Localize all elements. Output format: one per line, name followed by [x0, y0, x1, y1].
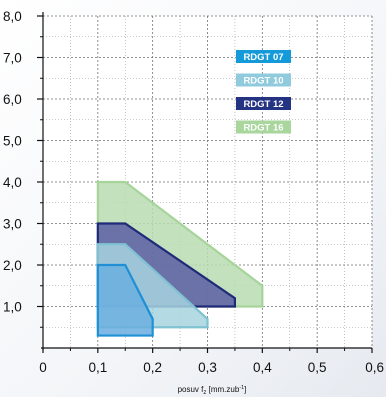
x-tick-label: 0,2	[143, 360, 162, 375]
y-tick-label: 1,0	[3, 300, 22, 315]
legend-label: RDGT 07	[243, 52, 283, 63]
y-tick-label: 6,0	[3, 92, 22, 107]
legend-label: RDGT 10	[243, 76, 283, 87]
x-tick-label: 0,6	[365, 360, 384, 375]
x-tick-label: 0,3	[198, 360, 217, 375]
x-tick-label: 0,1	[88, 360, 107, 375]
y-tick-label: 3,0	[3, 217, 22, 232]
y-tick-label: 4,0	[3, 175, 22, 190]
x-tick-label: 0,4	[253, 360, 272, 375]
x-axis-label-unit: [mm.zub	[209, 385, 240, 394]
x-tick-label: 0,5	[308, 360, 327, 375]
x-axis-label-end: ]	[244, 385, 246, 394]
y-tick-label: 7,0	[3, 51, 22, 66]
y-tick-label: 5,0	[3, 134, 22, 149]
y-tick-label: 8,0	[3, 9, 22, 24]
x-tick-label: 0	[39, 360, 47, 375]
x-axis-label-main: posuv f	[178, 385, 205, 394]
y-tick-label: 2,0	[3, 258, 22, 273]
legend-label: RDGT 12	[243, 99, 283, 110]
legend-label: RDGT 16	[243, 123, 283, 134]
x-axis-label: posuv fz [mm.zub-1]	[178, 385, 247, 396]
